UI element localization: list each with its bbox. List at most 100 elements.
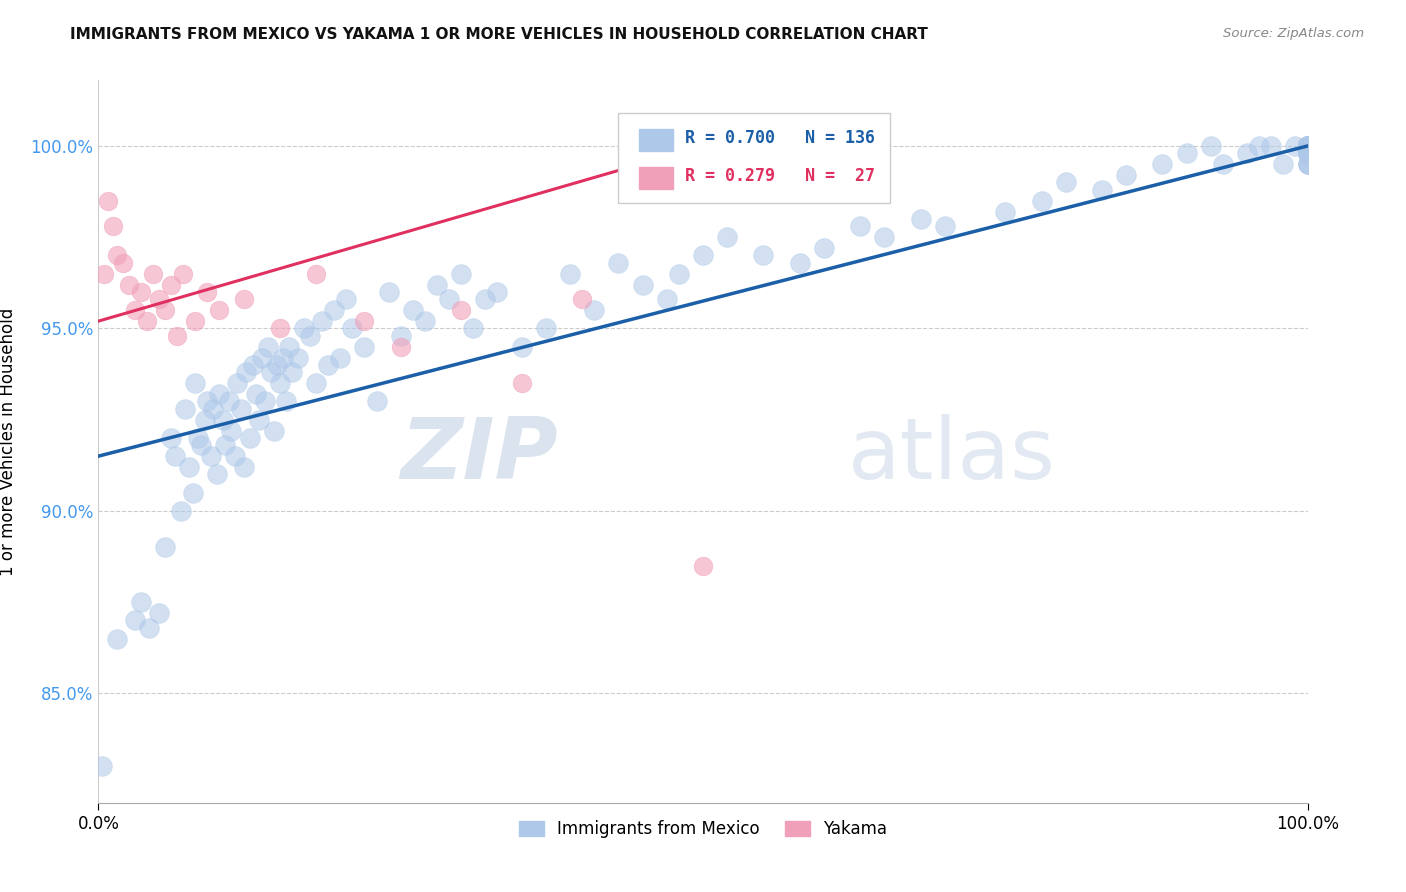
Point (208, 387, 231, 401)
Point (1091, 183, 1114, 197)
Point (1284, 139, 1306, 153)
Point (571, 292, 593, 306)
Legend: Immigrants from Mexico, Yakama: Immigrants from Mexico, Yakama (512, 814, 894, 845)
Point (287, 351, 309, 365)
Point (97, 194, 120, 208)
Point (142, 267, 165, 281)
Point (437, 292, 460, 306)
Point (101, 219, 124, 234)
Point (1296, 139, 1319, 153)
Point (1296, 139, 1319, 153)
Point (254, 394, 277, 409)
Point (91, 759, 114, 773)
Point (263, 424, 285, 438)
Point (486, 285, 509, 299)
Point (426, 277, 449, 292)
Point (214, 438, 236, 452)
Text: R = 0.279   N =  27: R = 0.279 N = 27 (685, 167, 875, 185)
Point (510, 376, 533, 391)
Point (1296, 139, 1319, 153)
Point (256, 340, 278, 354)
Bar (638, 129, 673, 151)
Point (1296, 139, 1319, 153)
Point (1260, 139, 1282, 153)
Point (1175, 146, 1198, 161)
Point (266, 358, 288, 372)
Point (1199, 139, 1222, 153)
FancyBboxPatch shape (619, 112, 890, 203)
Point (668, 267, 690, 281)
Point (124, 303, 146, 318)
Point (692, 558, 714, 573)
Point (129, 595, 152, 609)
Point (1296, 139, 1319, 153)
Point (260, 365, 283, 379)
Point (1296, 139, 1319, 153)
Point (273, 351, 295, 365)
Point (789, 256, 811, 270)
Point (187, 431, 209, 445)
Point (160, 431, 183, 445)
Point (558, 267, 581, 281)
Point (1212, 157, 1234, 171)
Point (413, 314, 436, 328)
Point (124, 613, 146, 627)
Point (1296, 146, 1319, 161)
Point (153, 541, 176, 555)
Point (1296, 139, 1319, 153)
Text: IMMIGRANTS FROM MEXICO VS YAKAMA 1 OR MORE VEHICLES IN HOUSEHOLD CORRELATION CHA: IMMIGRANTS FROM MEXICO VS YAKAMA 1 OR MO… (70, 27, 928, 42)
Point (93, 267, 115, 281)
Point (1296, 139, 1319, 153)
Point (402, 303, 425, 318)
Point (1031, 194, 1053, 208)
Point (153, 303, 176, 318)
Point (247, 412, 270, 426)
Point (450, 267, 472, 281)
Point (179, 460, 201, 475)
Point (463, 321, 485, 335)
Point (278, 340, 301, 354)
Point (269, 321, 291, 335)
Point (873, 230, 896, 244)
Point (329, 351, 352, 365)
Point (1296, 139, 1319, 153)
Text: ZIP: ZIP (401, 415, 558, 498)
Point (184, 314, 207, 328)
Point (305, 267, 328, 281)
Point (232, 292, 254, 306)
Point (910, 211, 932, 226)
Point (389, 328, 412, 343)
Point (194, 412, 217, 426)
Point (353, 340, 375, 354)
Point (1236, 146, 1258, 161)
Point (849, 219, 872, 234)
Point (138, 621, 160, 635)
Point (221, 424, 243, 438)
Point (1054, 176, 1077, 190)
Point (1152, 157, 1174, 171)
Point (274, 394, 297, 409)
Point (1296, 139, 1319, 153)
Point (474, 292, 496, 306)
Point (813, 241, 835, 255)
Point (226, 376, 249, 391)
Point (218, 394, 240, 409)
Point (1296, 157, 1319, 171)
Point (692, 248, 714, 262)
Point (1296, 139, 1319, 153)
Point (181, 485, 204, 500)
Point (1296, 139, 1319, 153)
Point (172, 267, 194, 281)
Point (160, 277, 183, 292)
Point (1296, 139, 1319, 153)
Text: R = 0.700   N = 136: R = 0.700 N = 136 (685, 129, 875, 147)
Point (232, 460, 254, 475)
Point (281, 365, 304, 379)
Point (1296, 146, 1319, 161)
Point (716, 230, 738, 244)
Point (205, 467, 228, 482)
Point (353, 314, 375, 328)
Point (111, 256, 134, 270)
Point (269, 376, 291, 391)
Point (1296, 139, 1319, 153)
